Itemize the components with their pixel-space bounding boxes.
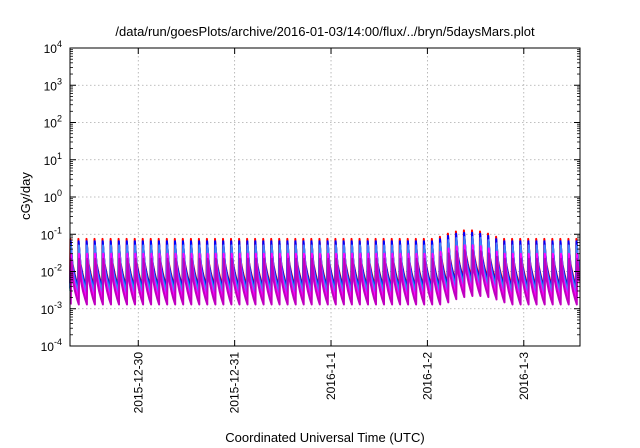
x-tick-label: 2016-1-3 [517, 352, 531, 400]
y-tick-label: 10-4 [41, 337, 62, 354]
x-tick-labels: 2015-12-30 2015-12-31 2016-1-1 2016-1-2 2016… [131, 352, 531, 414]
series-group [69, 229, 581, 306]
series-line [69, 249, 581, 306]
axes [69, 47, 581, 347]
y-tick-label: 102 [44, 114, 62, 131]
x-tick-label: 2016-1-2 [420, 352, 434, 400]
x-tick-label: 2015-12-31 [228, 352, 242, 414]
y-tick-label: 10-1 [41, 225, 62, 242]
y-tick-label: 101 [44, 151, 62, 168]
y-tick-label: 104 [44, 39, 62, 56]
x-tick-label: 2015-12-30 [131, 352, 145, 414]
y-tick-label: 103 [44, 76, 62, 93]
y-tick-labels: 10-4 10-3 10-2 10-1 100 101 102 103 104 [41, 39, 62, 354]
chart-title: /data/run/goesPlots/archive/2016-01-03/1… [115, 24, 535, 39]
y-tick-label: 10-2 [41, 263, 62, 280]
plot-frame [69, 47, 581, 347]
y-tick-label: 100 [44, 188, 62, 205]
y-axis-label: cGy/day [18, 172, 33, 220]
x-tick-label: 2016-1-1 [324, 352, 338, 400]
x-axis-label: Coordinated Universal Time (UTC) [225, 430, 424, 445]
y-tick-label: 10-3 [41, 300, 62, 317]
